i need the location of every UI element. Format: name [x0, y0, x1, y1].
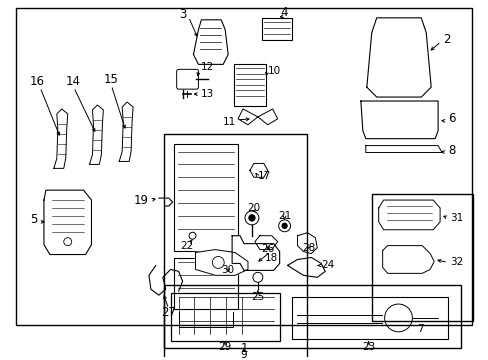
Text: 7: 7	[416, 324, 423, 334]
Bar	[170, 293, 279, 341]
Text: 24: 24	[321, 260, 334, 270]
Text: 4: 4	[280, 6, 288, 19]
Polygon shape	[254, 236, 277, 249]
Text: 18: 18	[264, 253, 278, 262]
Bar	[234, 64, 265, 106]
Bar	[291, 297, 447, 339]
Polygon shape	[195, 249, 247, 275]
Bar	[163, 134, 307, 360]
Text: 11: 11	[223, 117, 236, 127]
Text: 19: 19	[134, 194, 149, 207]
Text: 16: 16	[29, 75, 44, 88]
Text: 25: 25	[251, 292, 264, 302]
Text: 14: 14	[66, 75, 81, 88]
Polygon shape	[119, 102, 133, 161]
Text: 31: 31	[449, 213, 462, 223]
FancyBboxPatch shape	[176, 69, 198, 89]
Circle shape	[248, 215, 254, 221]
Text: 8: 8	[447, 144, 454, 157]
Text: 23: 23	[362, 342, 375, 352]
Polygon shape	[365, 145, 441, 153]
Bar	[163, 285, 460, 348]
Text: 27: 27	[161, 306, 176, 319]
Text: 3: 3	[179, 8, 186, 21]
Polygon shape	[193, 20, 228, 64]
Text: 2: 2	[442, 33, 449, 46]
Text: 26: 26	[261, 244, 274, 254]
Polygon shape	[232, 236, 279, 270]
Text: 12: 12	[200, 62, 213, 72]
Polygon shape	[54, 109, 67, 168]
Text: 17: 17	[257, 171, 270, 181]
Polygon shape	[382, 246, 433, 273]
Text: 6: 6	[447, 112, 455, 125]
Bar	[173, 144, 238, 251]
Polygon shape	[89, 105, 103, 165]
Text: 13: 13	[200, 89, 213, 99]
Text: 9: 9	[240, 350, 247, 360]
Polygon shape	[378, 200, 439, 230]
Bar	[16, 8, 471, 325]
Text: 15: 15	[103, 73, 119, 86]
Polygon shape	[360, 101, 437, 139]
Text: 29: 29	[218, 342, 231, 352]
Circle shape	[282, 223, 286, 228]
Bar	[173, 257, 238, 309]
Text: 28: 28	[302, 243, 315, 253]
Text: 30: 30	[221, 265, 234, 275]
Text: 22: 22	[180, 240, 193, 251]
Text: 1: 1	[240, 342, 247, 355]
Text: 5: 5	[30, 213, 37, 226]
Bar	[261, 18, 291, 40]
Text: 10: 10	[267, 66, 280, 76]
Text: 21: 21	[277, 211, 291, 221]
Bar	[371, 194, 472, 321]
Text: 32: 32	[449, 257, 462, 267]
Text: 20: 20	[247, 203, 260, 213]
Polygon shape	[44, 190, 91, 255]
Polygon shape	[366, 18, 430, 97]
Polygon shape	[249, 163, 267, 177]
